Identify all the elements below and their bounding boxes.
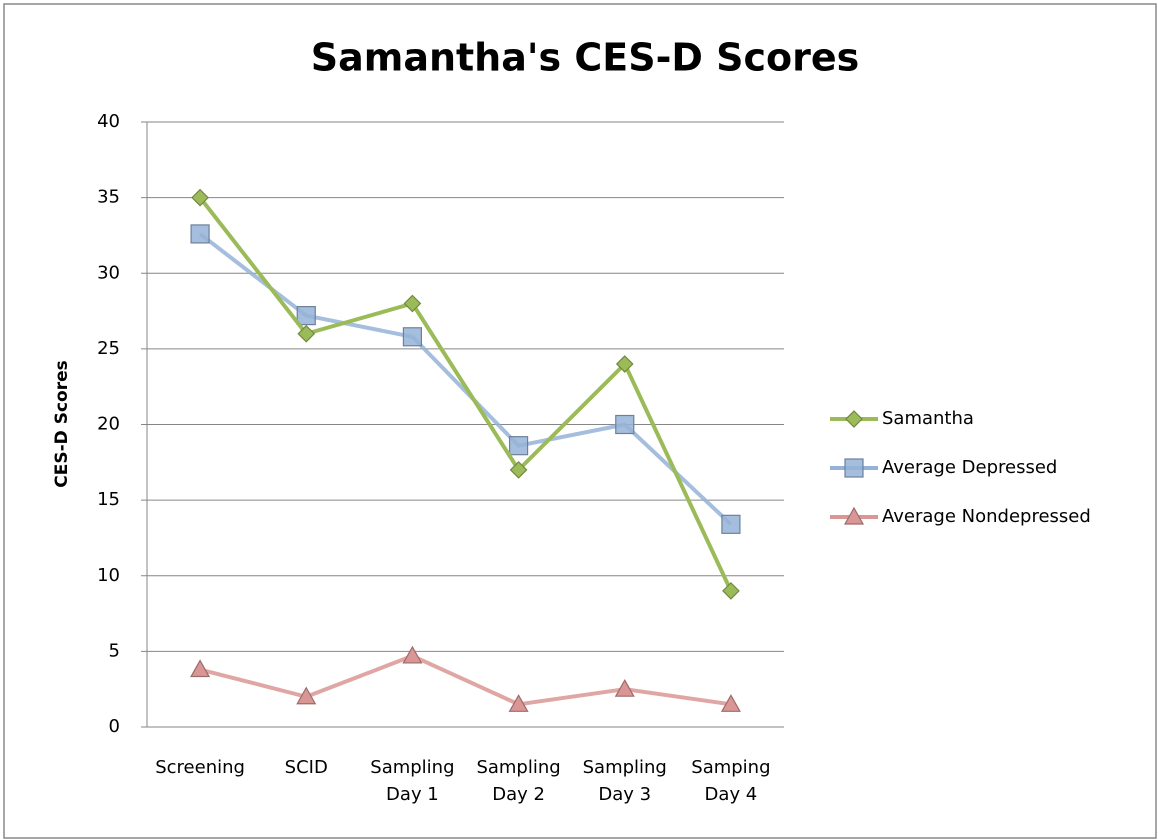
marker <box>722 582 740 600</box>
marker <box>508 694 529 712</box>
y-tick-label: 40 <box>97 111 120 132</box>
marker <box>720 694 741 712</box>
marker <box>509 461 528 479</box>
y-tick-label: 5 <box>109 640 120 661</box>
marker <box>508 436 529 456</box>
marker <box>402 645 423 664</box>
x-tick-label: SCID <box>284 757 328 778</box>
x-tick-label: Sampling Day 1 <box>370 757 455 805</box>
marker <box>191 188 209 207</box>
y-tick-label: 10 <box>97 565 120 586</box>
y-tick-label: 20 <box>97 414 120 435</box>
marker <box>190 659 211 678</box>
series-line <box>199 653 732 707</box>
marker <box>843 506 865 525</box>
legend-label: Average Depressed <box>882 457 1057 478</box>
marker <box>296 686 317 705</box>
x-tick-label: Sampling Day 2 <box>476 757 561 805</box>
legend-label: Samantha <box>882 408 974 429</box>
marker <box>721 514 741 534</box>
marker <box>614 678 635 697</box>
marker <box>190 224 210 244</box>
legend-label: Average Nondepressed <box>882 506 1091 527</box>
y-tick-label: 25 <box>97 338 120 359</box>
x-tick-label: Screening <box>155 757 245 778</box>
marker <box>402 327 423 347</box>
chart-frame <box>3 3 1157 839</box>
series-line <box>198 196 733 592</box>
y-tick-label: 0 <box>109 716 120 737</box>
y-axis-label: CES-D Scores <box>52 360 72 487</box>
marker <box>403 294 422 313</box>
x-tick-label: Samping Day 4 <box>691 757 771 805</box>
marker <box>297 324 316 343</box>
marker <box>615 355 634 373</box>
x-tick-label: Sampling Day 3 <box>582 757 667 805</box>
y-tick-label: 35 <box>97 187 120 208</box>
y-tick-label: 30 <box>97 262 120 283</box>
marker <box>845 410 863 428</box>
chart-title: Samantha's CES-D Scores <box>311 36 860 80</box>
y-tick-label: 15 <box>97 489 120 510</box>
marker <box>844 458 864 478</box>
marker <box>296 306 316 326</box>
series-line <box>198 232 733 526</box>
marker <box>615 414 635 435</box>
